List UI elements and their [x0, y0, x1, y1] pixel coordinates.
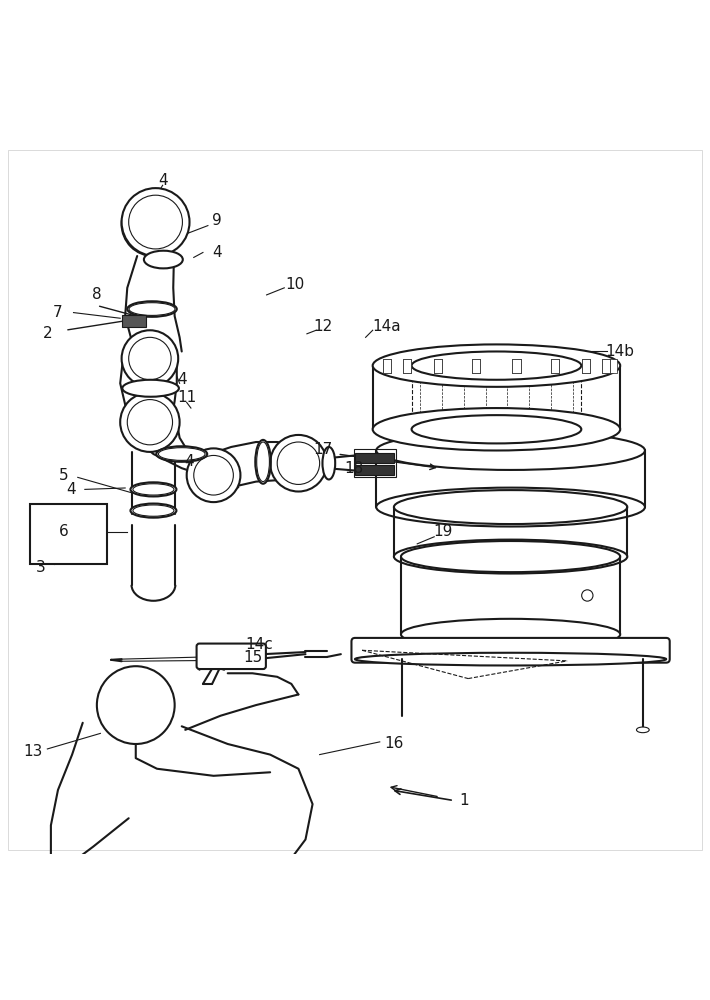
Bar: [121, 315, 146, 327]
Text: 13: 13: [23, 744, 43, 759]
Text: 16: 16: [384, 736, 403, 751]
Bar: [581, 359, 590, 373]
Ellipse shape: [127, 301, 177, 317]
Text: 4: 4: [66, 482, 75, 497]
Ellipse shape: [394, 540, 627, 574]
Bar: [355, 453, 394, 463]
Bar: [354, 449, 396, 477]
Bar: [550, 359, 559, 373]
Text: 12: 12: [314, 319, 333, 334]
Text: 11: 11: [177, 390, 196, 405]
Text: 3: 3: [36, 560, 45, 575]
Text: 17: 17: [314, 442, 333, 457]
Ellipse shape: [131, 504, 176, 518]
Text: 14c: 14c: [246, 637, 273, 652]
Ellipse shape: [394, 490, 627, 524]
Ellipse shape: [401, 619, 621, 650]
Circle shape: [120, 393, 180, 452]
Bar: [434, 359, 442, 373]
Text: 19: 19: [434, 524, 453, 539]
Circle shape: [121, 330, 178, 387]
Text: 14b: 14b: [606, 344, 635, 359]
Bar: [472, 359, 481, 373]
Bar: [609, 359, 618, 373]
Ellipse shape: [355, 653, 666, 665]
Bar: [513, 359, 521, 373]
Bar: [472, 359, 481, 373]
Text: 7: 7: [53, 305, 62, 320]
Ellipse shape: [376, 488, 645, 527]
Ellipse shape: [122, 380, 179, 397]
Circle shape: [187, 448, 241, 502]
Ellipse shape: [412, 415, 581, 443]
Ellipse shape: [412, 351, 581, 380]
Ellipse shape: [156, 446, 207, 462]
Bar: [383, 359, 391, 373]
Bar: [355, 465, 394, 475]
Bar: [602, 359, 611, 373]
Text: 4: 4: [184, 454, 194, 469]
Text: 5: 5: [59, 468, 68, 483]
Ellipse shape: [401, 541, 621, 572]
Text: 14a: 14a: [373, 319, 401, 334]
Circle shape: [121, 188, 190, 256]
Bar: [602, 359, 611, 373]
Ellipse shape: [373, 344, 621, 387]
Text: 6: 6: [59, 524, 68, 539]
Text: 4: 4: [177, 372, 187, 387]
Bar: [383, 359, 391, 373]
FancyBboxPatch shape: [351, 638, 670, 663]
Ellipse shape: [376, 431, 645, 470]
FancyBboxPatch shape: [197, 644, 266, 669]
Text: 15: 15: [243, 650, 262, 665]
Circle shape: [270, 435, 327, 492]
Text: 10: 10: [285, 277, 305, 292]
Bar: [581, 359, 590, 373]
Bar: [550, 359, 559, 373]
Ellipse shape: [131, 482, 176, 496]
Text: 8: 8: [92, 287, 102, 302]
Text: 4: 4: [158, 173, 168, 188]
Circle shape: [97, 666, 175, 744]
Bar: [513, 359, 521, 373]
Text: 4: 4: [212, 245, 222, 260]
Text: 9: 9: [212, 213, 222, 228]
Ellipse shape: [636, 727, 649, 733]
Text: 18: 18: [344, 461, 364, 476]
Ellipse shape: [144, 251, 182, 268]
Text: 1: 1: [460, 793, 469, 808]
Bar: [434, 359, 442, 373]
Bar: [30, 504, 107, 564]
Ellipse shape: [322, 447, 335, 479]
Text: 2: 2: [43, 326, 52, 341]
Ellipse shape: [373, 408, 621, 450]
Bar: [403, 359, 411, 373]
Bar: [403, 359, 411, 373]
Ellipse shape: [256, 440, 271, 484]
